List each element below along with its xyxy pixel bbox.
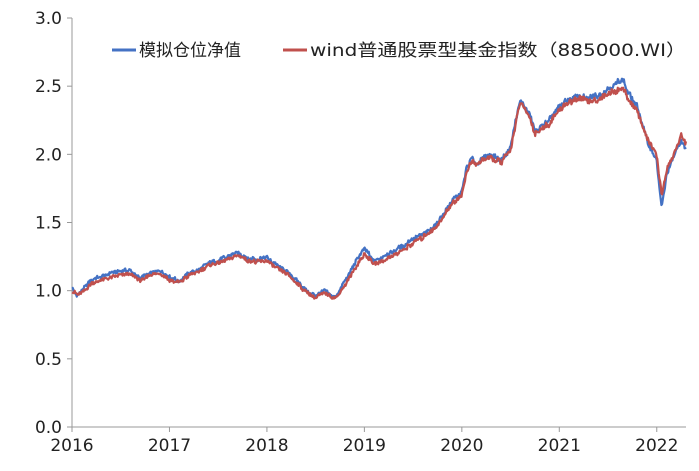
axes xyxy=(71,18,686,428)
x-tick-label: 2019 xyxy=(343,436,386,456)
x-tick-label: 2022 xyxy=(635,436,678,456)
ticks: 0.0 0.5 1.0 1.5 2.0 2.5 3.0 2016 2017 2018 2019 202… xyxy=(35,9,678,456)
y-tick-label: 2.5 xyxy=(35,77,62,97)
legend-label-nav: 模拟仓位净值 xyxy=(139,41,241,61)
y-tick-label: 3.0 xyxy=(35,9,62,29)
y-tick-label: 0.0 xyxy=(35,418,62,438)
legend: 模拟仓位净值 wind普通股票型基金指数（885000.WI） xyxy=(112,41,686,61)
series-lines xyxy=(71,77,688,300)
y-tick-label: 1.0 xyxy=(35,282,62,302)
y-tick-label: 0.5 xyxy=(35,350,62,370)
series-line-nav xyxy=(71,77,687,299)
x-tick-label: 2018 xyxy=(245,436,288,456)
x-tick-label: 2020 xyxy=(440,436,483,456)
x-tick-label: 2017 xyxy=(148,436,191,456)
y-tick-label: 1.5 xyxy=(35,214,62,234)
x-tick-label: 2016 xyxy=(50,436,93,456)
y-tick-label: 2.0 xyxy=(35,145,62,165)
legend-label-index: wind普通股票型基金指数（885000.WI） xyxy=(310,41,686,61)
series-line-index xyxy=(71,86,688,300)
x-tick-label: 2021 xyxy=(538,436,581,456)
